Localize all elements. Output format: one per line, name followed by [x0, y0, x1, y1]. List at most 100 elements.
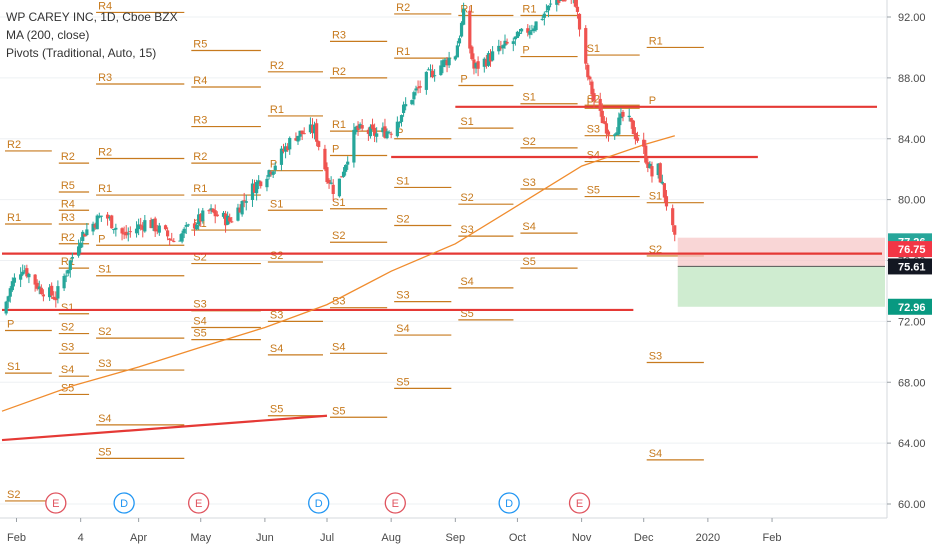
candle-body — [673, 225, 677, 235]
candle-body — [414, 88, 418, 91]
candle-body — [180, 233, 184, 242]
pivot-level-label: S1 — [522, 92, 535, 104]
candlestick-series — [4, 0, 677, 316]
candle-body — [644, 145, 648, 163]
candle-body — [399, 115, 404, 122]
candle-body — [584, 28, 588, 64]
candle-body — [515, 31, 520, 38]
candle-body — [139, 224, 143, 226]
pivot-level-label: R3 — [98, 72, 112, 84]
horizontal-lines[interactable] — [2, 105, 882, 312]
price-tick-label: 60.00 — [898, 499, 926, 511]
candle-body — [439, 65, 443, 76]
pivot-level-label: S1 — [587, 43, 600, 55]
moving-average-line — [1, 135, 675, 412]
candle-body — [143, 220, 147, 232]
candle-body — [126, 233, 130, 235]
candle-body — [505, 41, 509, 44]
trend-line[interactable] — [1, 414, 328, 442]
pivot-level-label: S4 — [396, 323, 409, 335]
event-marker-circle[interactable] — [568, 492, 591, 514]
event-marker-circle[interactable] — [308, 492, 330, 514]
candle-body — [25, 268, 29, 277]
candle-body — [207, 210, 211, 212]
candle-body — [170, 239, 174, 241]
candle-body — [172, 241, 176, 243]
symbol-title[interactable]: WP CAREY INC, 1D, Cboe BZX — [6, 10, 178, 24]
pivot-level-label: S4 — [270, 343, 283, 355]
event-marker-circle[interactable] — [384, 492, 406, 514]
ascending-trend-line[interactable] — [1, 414, 328, 442]
event-marker-circle[interactable] — [113, 492, 135, 514]
price-label-box — [888, 298, 932, 315]
event-marker-circle[interactable] — [45, 492, 67, 514]
pivot-level-label: R2 — [270, 60, 284, 72]
time-tick-label: Feb — [763, 532, 782, 544]
candle-body — [424, 71, 428, 90]
candle-body — [354, 126, 358, 133]
candle-body — [615, 132, 619, 136]
candle-body — [288, 137, 292, 150]
candle-body — [619, 113, 623, 119]
candle-body — [346, 161, 350, 165]
pivot-level-label: S5 — [522, 256, 535, 268]
pivots-indicator-label[interactable]: Pivots (Traditional, Auto, 15) — [6, 46, 157, 60]
price-tick-label: 92.00 — [898, 12, 926, 24]
candle-body — [56, 286, 60, 299]
candle-body — [650, 166, 654, 177]
pivot-level-label: S3 — [396, 290, 409, 302]
candle-body — [226, 215, 230, 225]
candle-body — [163, 225, 168, 230]
time-tick-label: 4 — [78, 532, 84, 544]
event-marker-circle[interactable] — [187, 492, 210, 514]
pivot-level-label: S5 — [396, 376, 409, 388]
time-tick-label: Oct — [509, 532, 526, 544]
pivot-level-label: R1 — [649, 35, 663, 47]
pivot-level-label: S2 — [522, 136, 535, 148]
candle-body — [352, 129, 356, 163]
candle-body — [557, 0, 561, 3]
candle-body — [540, 18, 544, 20]
pivot-level-label: R3 — [61, 212, 75, 224]
time-axis[interactable]: Feb 4 Apr May Jun Jul Aug Sep Oct Nov Dec 2020 Feb — [0, 517, 932, 550]
candle-body — [228, 217, 232, 222]
candle-body — [252, 184, 257, 193]
pivot-level-label: S3 — [61, 341, 74, 353]
candle-body — [430, 70, 435, 78]
candle-body — [6, 296, 10, 302]
candle-body — [513, 36, 517, 40]
candle-body — [474, 63, 478, 68]
candle-body — [112, 229, 116, 231]
ma-indicator-label[interactable]: MA (200, close) — [6, 28, 90, 42]
candle-body — [194, 224, 199, 230]
candle-body — [325, 167, 329, 183]
candle-body — [300, 130, 304, 135]
time-tick-label: Sep — [446, 532, 466, 544]
candle-body — [215, 214, 219, 217]
candle-body — [389, 133, 393, 135]
candle-body — [497, 45, 501, 52]
candle-body — [166, 230, 170, 237]
pivot-level-label: R2 — [7, 139, 21, 151]
candle-body — [62, 275, 66, 289]
time-tick-label: Nov — [572, 532, 592, 544]
candle-body — [68, 260, 72, 271]
candle-body — [27, 273, 31, 278]
price-label-text: 75.61 — [898, 261, 926, 273]
pivot-level-label: R2 — [61, 232, 75, 244]
candle-body — [459, 22, 464, 37]
candle-body — [182, 228, 186, 234]
candle-body — [468, 10, 472, 49]
price-axis[interactable]: 60.0064.0068.0072.0076.0080.0084.0088.00… — [886, 0, 932, 550]
candle-body — [373, 127, 377, 136]
candle-body — [296, 135, 300, 142]
candle-body — [70, 257, 74, 259]
candle-body — [443, 59, 447, 63]
short-position-tool[interactable] — [677, 237, 885, 307]
candle-body — [358, 124, 362, 129]
candle-body — [221, 212, 226, 217]
event-marker-circle[interactable] — [498, 492, 520, 514]
pivot-level-label: S1 — [332, 197, 345, 209]
